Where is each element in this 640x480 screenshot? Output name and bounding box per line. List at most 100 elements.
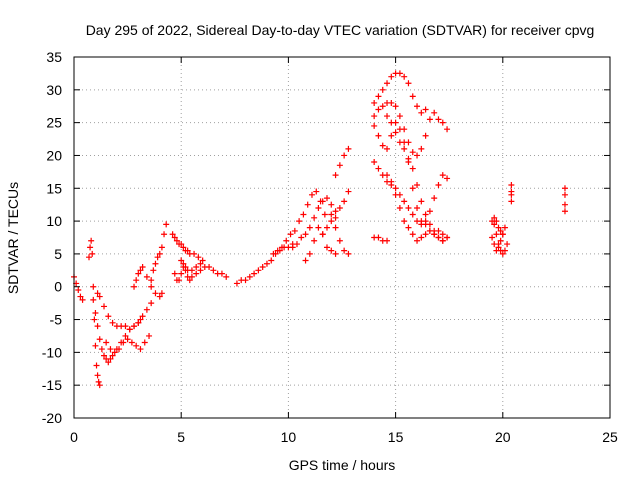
data-point xyxy=(493,231,500,238)
data-point xyxy=(321,211,328,218)
data-point xyxy=(323,195,330,202)
data-point xyxy=(345,250,352,257)
data-point xyxy=(126,326,133,333)
data-point xyxy=(384,172,391,179)
data-point xyxy=(105,313,112,320)
data-point xyxy=(405,80,412,87)
data-point xyxy=(435,234,442,241)
series-arc-early-f xyxy=(131,264,165,300)
data-point xyxy=(94,323,101,330)
data-point xyxy=(491,241,498,248)
data-point xyxy=(218,270,225,277)
data-point xyxy=(561,201,568,208)
data-point xyxy=(388,99,395,106)
data-point xyxy=(504,241,511,248)
data-point xyxy=(371,99,378,106)
data-point xyxy=(439,172,446,179)
data-point xyxy=(501,247,508,254)
data-point xyxy=(499,231,506,238)
data-point xyxy=(206,264,213,271)
x-axis-label: GPS time / hours xyxy=(289,457,396,473)
data-point xyxy=(161,231,168,238)
y-tick-label: 20 xyxy=(46,147,62,163)
data-point xyxy=(148,277,155,284)
x-tick-labels: 0 5 10 15 20 25 xyxy=(70,429,618,445)
data-point xyxy=(131,283,138,290)
data-point xyxy=(148,283,155,290)
data-point xyxy=(304,201,311,208)
data-point xyxy=(96,336,103,343)
data-point xyxy=(86,254,93,261)
data-point xyxy=(493,247,500,254)
data-point xyxy=(409,149,416,156)
data-point xyxy=(152,290,159,297)
data-point xyxy=(396,113,403,120)
data-point xyxy=(296,218,303,225)
series-arc-climb-c xyxy=(302,224,339,264)
data-point xyxy=(384,80,391,87)
data-point xyxy=(493,218,500,225)
data-point xyxy=(422,231,429,238)
data-point xyxy=(131,323,138,330)
data-point xyxy=(150,267,157,274)
x-tick-label: 10 xyxy=(281,429,297,445)
series-arc-flat xyxy=(233,241,296,287)
data-point xyxy=(98,346,105,353)
data-point xyxy=(133,277,140,284)
data-point xyxy=(426,208,433,215)
data-point xyxy=(375,234,382,241)
data-point xyxy=(495,224,502,231)
series-arc-peak-a xyxy=(371,70,429,116)
data-point xyxy=(418,145,425,152)
data-point xyxy=(409,93,416,100)
data-point xyxy=(341,247,348,254)
series-arc-rise xyxy=(148,221,170,284)
data-point xyxy=(302,257,309,264)
data-point xyxy=(375,93,382,100)
data-point xyxy=(251,270,258,277)
data-point xyxy=(371,122,378,129)
data-point xyxy=(178,257,185,264)
data-point xyxy=(401,73,408,80)
data-point xyxy=(116,346,123,353)
data-point xyxy=(298,234,305,241)
series-arc-early-c xyxy=(90,296,144,366)
data-point xyxy=(143,306,150,313)
series-arc-climb-a xyxy=(270,188,328,257)
data-point xyxy=(154,254,161,261)
data-point xyxy=(405,155,412,162)
data-point xyxy=(375,165,382,172)
y-axis-label: SDTVAR / TECUs xyxy=(5,182,21,294)
data-point xyxy=(439,231,446,238)
data-point xyxy=(124,336,131,343)
data-point xyxy=(435,181,442,188)
y-tick-label: 15 xyxy=(46,180,62,196)
data-point xyxy=(332,250,339,257)
data-point xyxy=(332,214,339,221)
series-arc-climb-f xyxy=(328,211,352,257)
data-point xyxy=(146,332,153,339)
data-point xyxy=(107,346,114,353)
data-point xyxy=(158,244,165,251)
data-point xyxy=(109,319,116,326)
data-point xyxy=(332,208,339,215)
data-point xyxy=(422,106,429,113)
data-point xyxy=(444,234,451,241)
data-point xyxy=(371,113,378,120)
data-point xyxy=(137,346,144,353)
data-point xyxy=(197,267,204,274)
data-point xyxy=(561,208,568,215)
data-point xyxy=(313,188,320,195)
data-point xyxy=(274,247,281,254)
data-point xyxy=(188,273,195,280)
data-point xyxy=(319,198,326,205)
data-point xyxy=(255,267,262,274)
y-tick-label: -15 xyxy=(42,377,62,393)
data-point xyxy=(302,231,309,238)
data-point xyxy=(497,237,504,244)
data-point xyxy=(122,332,129,339)
data-point xyxy=(152,260,159,267)
data-point xyxy=(418,221,425,228)
data-point xyxy=(306,250,313,257)
data-point xyxy=(345,145,352,152)
